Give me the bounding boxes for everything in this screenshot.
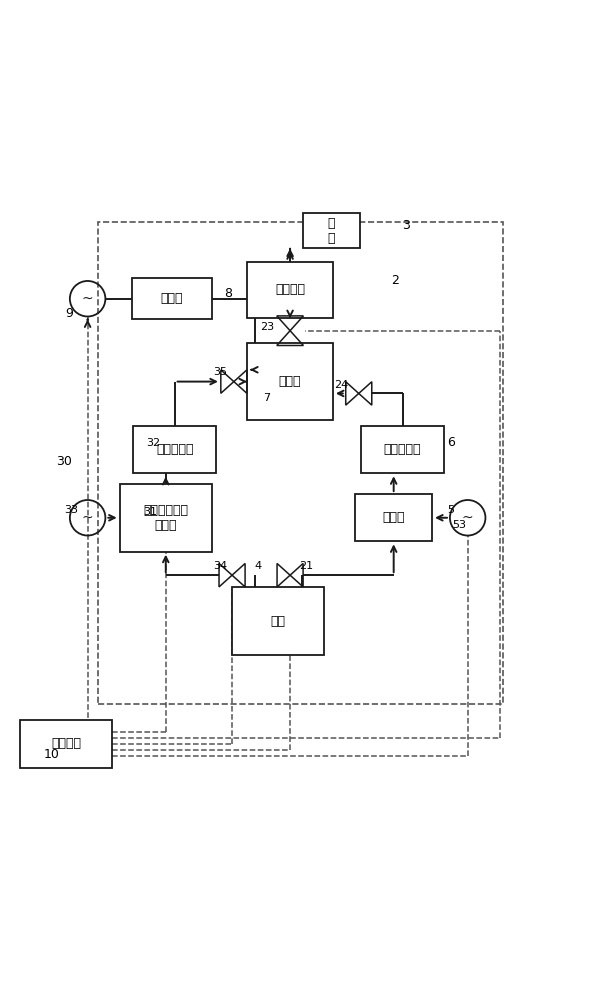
Text: 33: 33 [64, 505, 78, 515]
Text: 2: 2 [391, 274, 398, 287]
Text: 23: 23 [260, 322, 275, 332]
Text: 34: 34 [213, 561, 227, 571]
FancyBboxPatch shape [133, 426, 216, 473]
FancyBboxPatch shape [20, 720, 112, 768]
Text: 3: 3 [403, 219, 410, 232]
Text: 53: 53 [452, 520, 466, 530]
Text: 混合器: 混合器 [279, 375, 301, 388]
Text: 低浓度氨罐: 低浓度氨罐 [156, 443, 194, 456]
Text: 燃烧装置: 燃烧装置 [275, 283, 305, 296]
Text: 送风机: 送风机 [160, 292, 183, 305]
Text: 控制装置: 控制装置 [52, 737, 81, 750]
FancyBboxPatch shape [247, 262, 333, 318]
Text: 31: 31 [143, 507, 157, 517]
Text: ~: ~ [82, 292, 94, 306]
Text: 7: 7 [263, 393, 271, 403]
FancyBboxPatch shape [131, 278, 211, 319]
Text: 24: 24 [334, 380, 349, 390]
Text: ~: ~ [462, 511, 474, 525]
Text: 氨罐: 氨罐 [271, 615, 286, 628]
FancyBboxPatch shape [247, 343, 333, 420]
Text: ~: ~ [82, 511, 94, 525]
Text: 氨分解催化剂
反应器: 氨分解催化剂 反应器 [143, 504, 188, 532]
Text: 5: 5 [447, 505, 454, 515]
FancyBboxPatch shape [355, 494, 432, 541]
FancyBboxPatch shape [120, 484, 212, 552]
Text: 21: 21 [299, 561, 313, 571]
Text: 整流器: 整流器 [382, 511, 405, 524]
Text: 30: 30 [56, 455, 72, 468]
Text: 4: 4 [255, 561, 262, 571]
Text: 10: 10 [43, 748, 59, 761]
FancyBboxPatch shape [361, 426, 444, 473]
FancyBboxPatch shape [303, 213, 359, 248]
Text: 35: 35 [213, 367, 227, 377]
Text: 高浓度氨罐: 高浓度氨罐 [384, 443, 422, 456]
Text: 9: 9 [65, 307, 73, 320]
Text: 排
放: 排 放 [328, 217, 335, 245]
Text: 8: 8 [224, 287, 232, 300]
Text: 6: 6 [447, 436, 455, 449]
FancyBboxPatch shape [232, 587, 324, 655]
Text: 32: 32 [146, 438, 160, 448]
